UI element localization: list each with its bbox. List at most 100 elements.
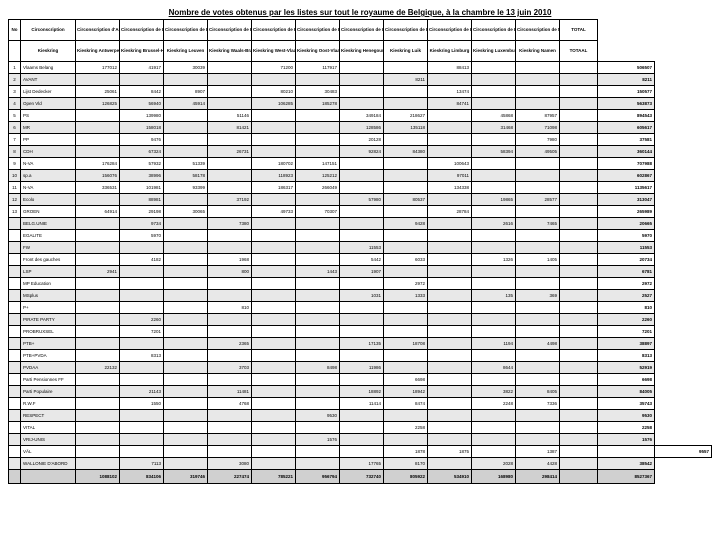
vote-cell: 18892: [340, 386, 384, 398]
vote-cell: [516, 410, 560, 422]
vote-cell: [76, 386, 120, 398]
vote-cell: [428, 230, 472, 242]
vote-cell: 97011: [428, 170, 472, 182]
list-name: sp.a: [21, 170, 76, 182]
table-row: 1Vlaams Belang17701241917300397120011791…: [9, 62, 712, 74]
table-row: 2AVANT82118211: [9, 74, 712, 86]
row-total: 563873: [598, 98, 655, 110]
vote-cell: 64914: [76, 206, 120, 218]
vote-cell: [252, 446, 296, 458]
vote-cell: 176284: [76, 158, 120, 170]
header-cell: Kieskring Oost-Vlaanderen: [296, 41, 340, 62]
row-total: 84005: [598, 386, 655, 398]
vote-cell: [120, 290, 164, 302]
total-cell: 834106: [120, 470, 164, 484]
vote-cell: 49505: [516, 146, 560, 158]
vote-cell: [164, 338, 208, 350]
vote-cell: [560, 62, 598, 74]
list-name: VITAL: [21, 422, 76, 434]
vote-cell: 17135: [340, 338, 384, 350]
vote-cell: [560, 338, 598, 350]
vote-cell: [208, 350, 252, 362]
vote-cell: [76, 194, 120, 206]
vote-cell: [164, 278, 208, 290]
vote-cell: [296, 134, 340, 146]
list-name: MP Education: [21, 278, 76, 290]
vote-cell: [472, 158, 516, 170]
vote-cell: [428, 218, 472, 230]
vote-cell: [428, 374, 472, 386]
vote-cell: 128586: [340, 122, 384, 134]
vote-cell: [516, 314, 560, 326]
vote-cell: [208, 314, 252, 326]
vote-cell: 11481: [208, 386, 252, 398]
vote-cell: [340, 206, 384, 218]
vote-cell: [472, 278, 516, 290]
list-name: GROEN: [21, 206, 76, 218]
row-total: 38542: [598, 458, 655, 470]
vote-cell: [296, 350, 340, 362]
vote-cell: 57932: [120, 158, 164, 170]
table-row: 13GROEN649142919830065497337030728784265…: [9, 206, 712, 218]
vote-cell: 9476: [120, 134, 164, 146]
vote-cell: [296, 302, 340, 314]
row-total: 360144: [598, 146, 655, 158]
vote-cell: 4768: [208, 398, 252, 410]
list-name: N-VA: [21, 158, 76, 170]
vote-cell: [252, 278, 296, 290]
row-no: 8: [9, 146, 21, 158]
vote-cell: [164, 386, 208, 398]
row-total: 52919: [598, 362, 655, 374]
vote-cell: [208, 134, 252, 146]
vote-cell: 41917: [120, 62, 164, 74]
vote-cell: 92824: [340, 146, 384, 158]
vote-cell: 70307: [296, 206, 340, 218]
table-row: VITAL22582258: [9, 422, 712, 434]
vote-cell: 80210: [252, 86, 296, 98]
vote-cell: 135118: [384, 122, 428, 134]
vote-cell: [472, 134, 516, 146]
vote-cell: [560, 98, 598, 110]
vote-cell: [76, 122, 120, 134]
row-total: 810: [598, 302, 655, 314]
vote-cell: [340, 74, 384, 86]
vote-cell: [560, 194, 598, 206]
table-row: 7PP947620128798037581: [9, 134, 712, 146]
vote-cell: [560, 446, 598, 458]
list-name: RESPECT: [21, 410, 76, 422]
row-total: 20734: [598, 254, 655, 266]
table-row: Front des gauches41821968544260331326140…: [9, 254, 712, 266]
vote-cell: [384, 230, 428, 242]
vote-cell: 1405: [516, 254, 560, 266]
vote-cell: 1550: [120, 398, 164, 410]
vote-cell: 7336: [516, 398, 560, 410]
vote-cell: [340, 218, 384, 230]
vote-cell: [340, 182, 384, 194]
vote-cell: 7980: [516, 134, 560, 146]
vote-cell: [428, 434, 472, 446]
row-no: [9, 458, 21, 470]
vote-cell: 336531: [76, 182, 120, 194]
row-no: 13: [9, 206, 21, 218]
vote-cell: [340, 86, 384, 98]
vote-cell: [516, 326, 560, 338]
vote-cell: [384, 86, 428, 98]
vote-cell: 5970: [120, 230, 164, 242]
vote-cell: [428, 110, 472, 122]
vote-cell: [384, 362, 428, 374]
vote-cell: 186317: [252, 182, 296, 194]
row-no: [9, 326, 21, 338]
vote-cell: [560, 86, 598, 98]
vote-cell: [472, 74, 516, 86]
vote-cell: [340, 170, 384, 182]
vote-cell: 125212: [296, 170, 340, 182]
vote-cell: [428, 146, 472, 158]
vote-cell: [164, 122, 208, 134]
header-cell: Kieskring: [21, 41, 76, 62]
vote-cell: [296, 242, 340, 254]
vote-cell: 1907: [340, 266, 384, 278]
row-no: [9, 290, 21, 302]
vote-cell: [252, 326, 296, 338]
vote-cell: [164, 134, 208, 146]
table-row: 9N-VA17628457932513391807021471511006437…: [9, 158, 712, 170]
